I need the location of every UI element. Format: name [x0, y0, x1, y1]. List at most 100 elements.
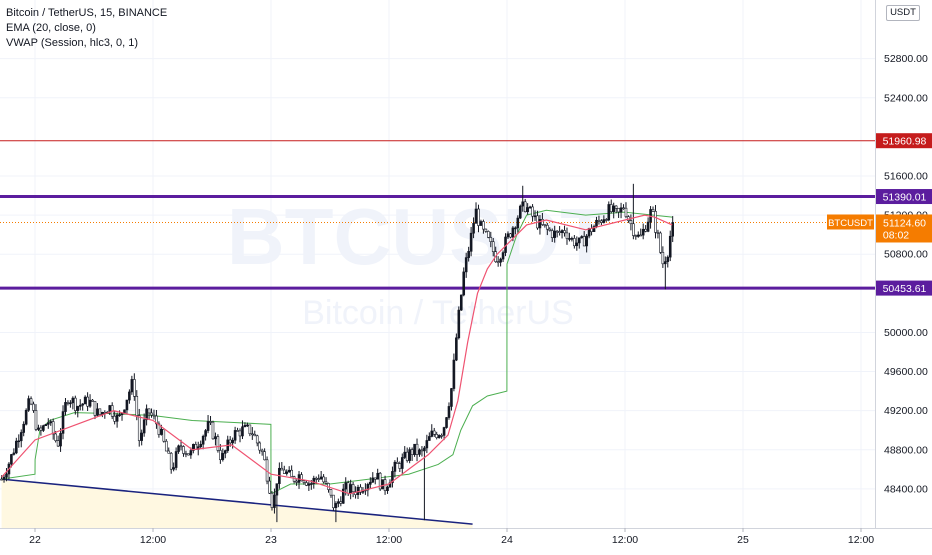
- candle-body: [518, 205, 522, 219]
- candle-body: [150, 412, 153, 416]
- candle-body: [371, 477, 375, 483]
- candle-body: [659, 232, 662, 253]
- candle-body: [607, 204, 611, 221]
- candle-body: [142, 419, 146, 434]
- candle-body: [617, 208, 620, 213]
- candle-body: [211, 421, 215, 440]
- symbol-tag-label: BTCUSDT: [828, 218, 873, 229]
- candle-body: [128, 391, 131, 401]
- currency-button[interactable]: USDT: [886, 5, 920, 21]
- candle-body: [300, 474, 303, 482]
- candle-body: [575, 242, 579, 247]
- candle-body: [42, 425, 45, 431]
- candle-body: [666, 256, 670, 262]
- candle-body: [206, 421, 210, 431]
- candle-body: [157, 423, 161, 435]
- candle-body: [233, 430, 237, 441]
- time-tick-label: 12:00: [140, 534, 166, 546]
- candle-body: [600, 220, 603, 223]
- price-tick-label: 50800.00: [884, 249, 928, 261]
- candle-body: [550, 230, 554, 238]
- candle-body: [496, 261, 500, 264]
- candle-body: [528, 206, 532, 209]
- candle-body: [248, 424, 252, 435]
- candle-body: [164, 440, 168, 452]
- candle-body: [37, 427, 40, 430]
- candle-body: [487, 231, 490, 238]
- candle-body: [332, 494, 335, 509]
- candle-body: [580, 236, 584, 239]
- candle-body: [182, 446, 185, 454]
- candle-body: [479, 221, 483, 226]
- price-axis[interactable]: [875, 0, 932, 550]
- candle-body: [307, 483, 311, 486]
- candle-body: [668, 235, 672, 258]
- candle-body: [341, 488, 345, 504]
- symbol-tag: [827, 214, 874, 230]
- vwap-line[interactable]: [1, 209, 673, 495]
- candle-body: [418, 449, 421, 455]
- candle-body: [263, 451, 266, 461]
- trend-area: [1, 479, 473, 528]
- last-price-countdown: 08:02: [883, 229, 909, 241]
- candle-body: [147, 408, 151, 414]
- time-tick-label: 12:00: [848, 534, 874, 546]
- candle-body: [369, 481, 372, 485]
- price-tick-label: 50000.00: [884, 327, 928, 339]
- candle-body: [302, 480, 306, 483]
- time-axis[interactable]: [0, 528, 932, 550]
- candle-body: [29, 398, 33, 405]
- price-tick-label: 48400.00: [884, 483, 928, 495]
- candle-body: [654, 211, 657, 233]
- candle-body: [612, 205, 615, 212]
- candle-body: [137, 415, 141, 441]
- candle-body: [189, 450, 193, 456]
- legend-ema[interactable]: EMA (20, close, 0): [6, 22, 96, 34]
- candle-body: [543, 224, 547, 226]
- ema-line[interactable]: [1, 214, 673, 495]
- price-tick-label: 52400.00: [884, 92, 928, 104]
- candle-body: [577, 237, 581, 244]
- candle-body: [538, 219, 542, 229]
- candle-body: [78, 404, 82, 407]
- candle-body: [339, 501, 343, 504]
- candle-body: [511, 227, 515, 238]
- candle-body: [287, 469, 291, 473]
- candle-body: [314, 477, 318, 480]
- candle-body: [459, 294, 463, 311]
- trend-line[interactable]: [1, 478, 473, 525]
- candle-body: [155, 415, 158, 425]
- candle-body: [398, 463, 402, 469]
- candle-body: [246, 424, 249, 427]
- time-tick-label: 12:00: [376, 534, 402, 546]
- candle-body: [403, 451, 407, 458]
- candle-body: [251, 433, 254, 436]
- time-tick-label: 25: [737, 534, 749, 546]
- candle-body: [671, 222, 674, 237]
- candle-body: [241, 426, 244, 437]
- legend-vwap[interactable]: VWAP (Session, hlc3, 0, 1): [6, 37, 139, 49]
- level-price-label: 50453.61: [883, 283, 927, 295]
- candle-body: [145, 408, 148, 421]
- candle-body: [469, 232, 473, 252]
- candle-body: [514, 227, 517, 230]
- candle-body: [172, 467, 175, 470]
- candle-body: [506, 233, 510, 238]
- candle-body: [595, 219, 598, 227]
- candle-body: [420, 449, 424, 452]
- candle-body: [563, 230, 566, 234]
- ema-group: [1, 214, 673, 495]
- candle-body: [462, 271, 466, 296]
- candle-body: [568, 238, 571, 240]
- candle-body: [541, 219, 544, 225]
- candle-body: [5, 473, 8, 478]
- candle-body: [39, 427, 43, 431]
- last-price-tag: [876, 214, 932, 243]
- candle-body: [622, 207, 625, 210]
- candle-body: [260, 449, 264, 452]
- candle-body: [523, 201, 527, 213]
- candle-body: [93, 401, 97, 416]
- candle-body: [457, 309, 461, 339]
